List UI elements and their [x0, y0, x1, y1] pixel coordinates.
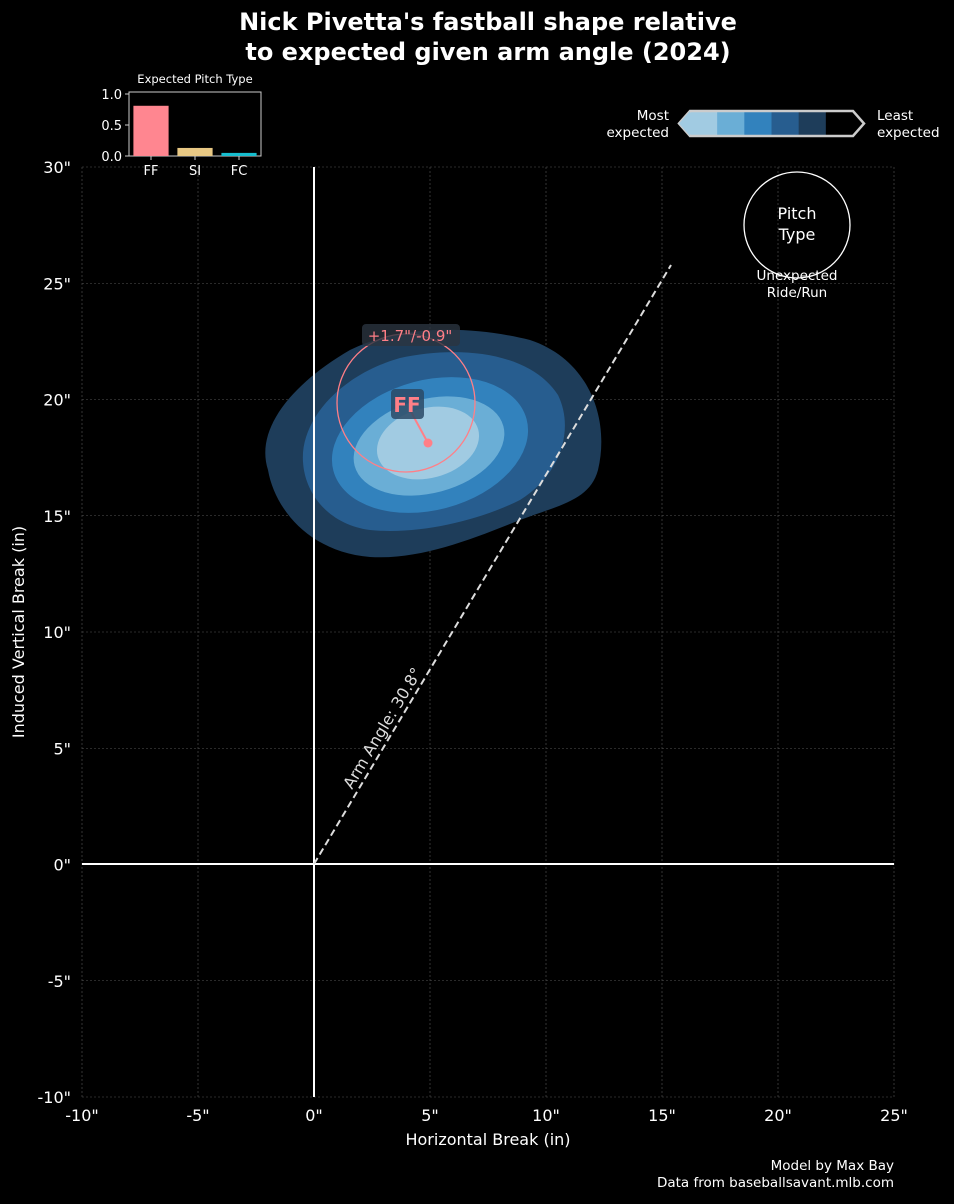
- x-tick-label: 20": [764, 1106, 792, 1125]
- x-tick-label: 10": [532, 1106, 560, 1125]
- x-tick-label: 25": [880, 1106, 908, 1125]
- chart-title-line1: Nick Pivetta's fastball shape relative: [239, 8, 737, 36]
- arm-angle-label: Arm Angle: 30.8°: [339, 664, 426, 792]
- colorbar-swatch: [744, 111, 772, 136]
- y-tick-label: 0": [53, 856, 71, 875]
- key-below-line2: Ride/Run: [767, 285, 827, 301]
- inset-title: Expected Pitch Type: [137, 72, 252, 86]
- inset-y-tick-label: 1.0: [101, 88, 122, 103]
- colorbar-legend: Most expected Least expected: [606, 108, 939, 141]
- pitch-label-box: [391, 389, 424, 419]
- x-tick-label: 5": [421, 1106, 439, 1125]
- arm-angle-line: [313, 264, 672, 865]
- colorbar-swatch: [798, 111, 827, 136]
- key-below-line1: Unexpected: [757, 268, 838, 284]
- pitch-ff: +1.7"/-0.9" FF: [336, 324, 476, 473]
- y-tick-label: 10": [43, 623, 71, 642]
- y-tick-label: -10": [38, 1088, 72, 1107]
- inset-x-tick-label: FC: [231, 164, 248, 179]
- x-tick-label: -10": [65, 1106, 99, 1125]
- y-tick-label: 30": [43, 158, 71, 177]
- key-circle-line1: Pitch: [778, 204, 817, 223]
- axis-ticks: -10" -5" 0" 5" 10" 15" 20" 25" -10" -5" 0" 5" 10" 15"…: [38, 158, 908, 1125]
- colorbar-left-label-2: expected: [606, 125, 669, 141]
- grid: [81, 166, 895, 1098]
- colorbar-right-label-2: expected: [877, 125, 940, 141]
- chart-title-line2: to expected given arm angle (2024): [245, 38, 730, 66]
- colorbar-right-label-1: Least: [877, 108, 913, 124]
- colorbar-swatch: [690, 111, 718, 136]
- credit-line2: Data from baseballsavant.mlb.com: [657, 1175, 894, 1191]
- pitch-type-key: Pitch Type Unexpected Ride/Run: [743, 171, 851, 301]
- colorbar-left-label-1: Most: [637, 108, 669, 124]
- inset-bar-chart: Expected Pitch Type FF SI FC 0.0 0.5 1.0: [101, 72, 262, 179]
- key-circle: [743, 171, 851, 279]
- colorbar-extend-low: [679, 111, 690, 136]
- colorbar-swatch: [717, 111, 745, 136]
- inset-y-tick-label: 0.5: [101, 119, 122, 134]
- y-tick-label: 15": [43, 507, 71, 526]
- colorbar-swatch: [771, 111, 800, 136]
- density-contours: [265, 329, 602, 558]
- y-tick-label: 20": [43, 391, 71, 410]
- credit-line1: Model by Max Bay: [771, 1158, 894, 1174]
- y-tick-label: 5": [53, 739, 71, 758]
- key-circle-line2: Type: [778, 225, 816, 244]
- x-tick-label: 15": [648, 1106, 676, 1125]
- y-axis-label: Induced Vertical Break (in): [9, 526, 28, 738]
- y-tick-label: -5": [48, 972, 71, 991]
- pitch-point: [423, 438, 433, 448]
- inset-x-tick-label: SI: [189, 164, 201, 179]
- pitch-label: FF: [393, 393, 420, 417]
- inset-bar-fc: [221, 152, 257, 156]
- inset-bar-si: [177, 147, 213, 156]
- y-tick-label: 25": [43, 274, 71, 293]
- x-tick-label: -5": [186, 1106, 209, 1125]
- x-axis-label: Horizontal Break (in): [405, 1130, 570, 1149]
- inset-y-tick-label: 0.0: [101, 150, 122, 165]
- inset-bar-ff: [133, 105, 169, 156]
- inset-x-tick-label: FF: [144, 164, 159, 179]
- x-tick-label: 0": [305, 1106, 323, 1125]
- diff-label: +1.7"/-0.9": [368, 327, 453, 345]
- colorbar-swatch: [825, 111, 854, 136]
- diff-label-box: [362, 324, 460, 346]
